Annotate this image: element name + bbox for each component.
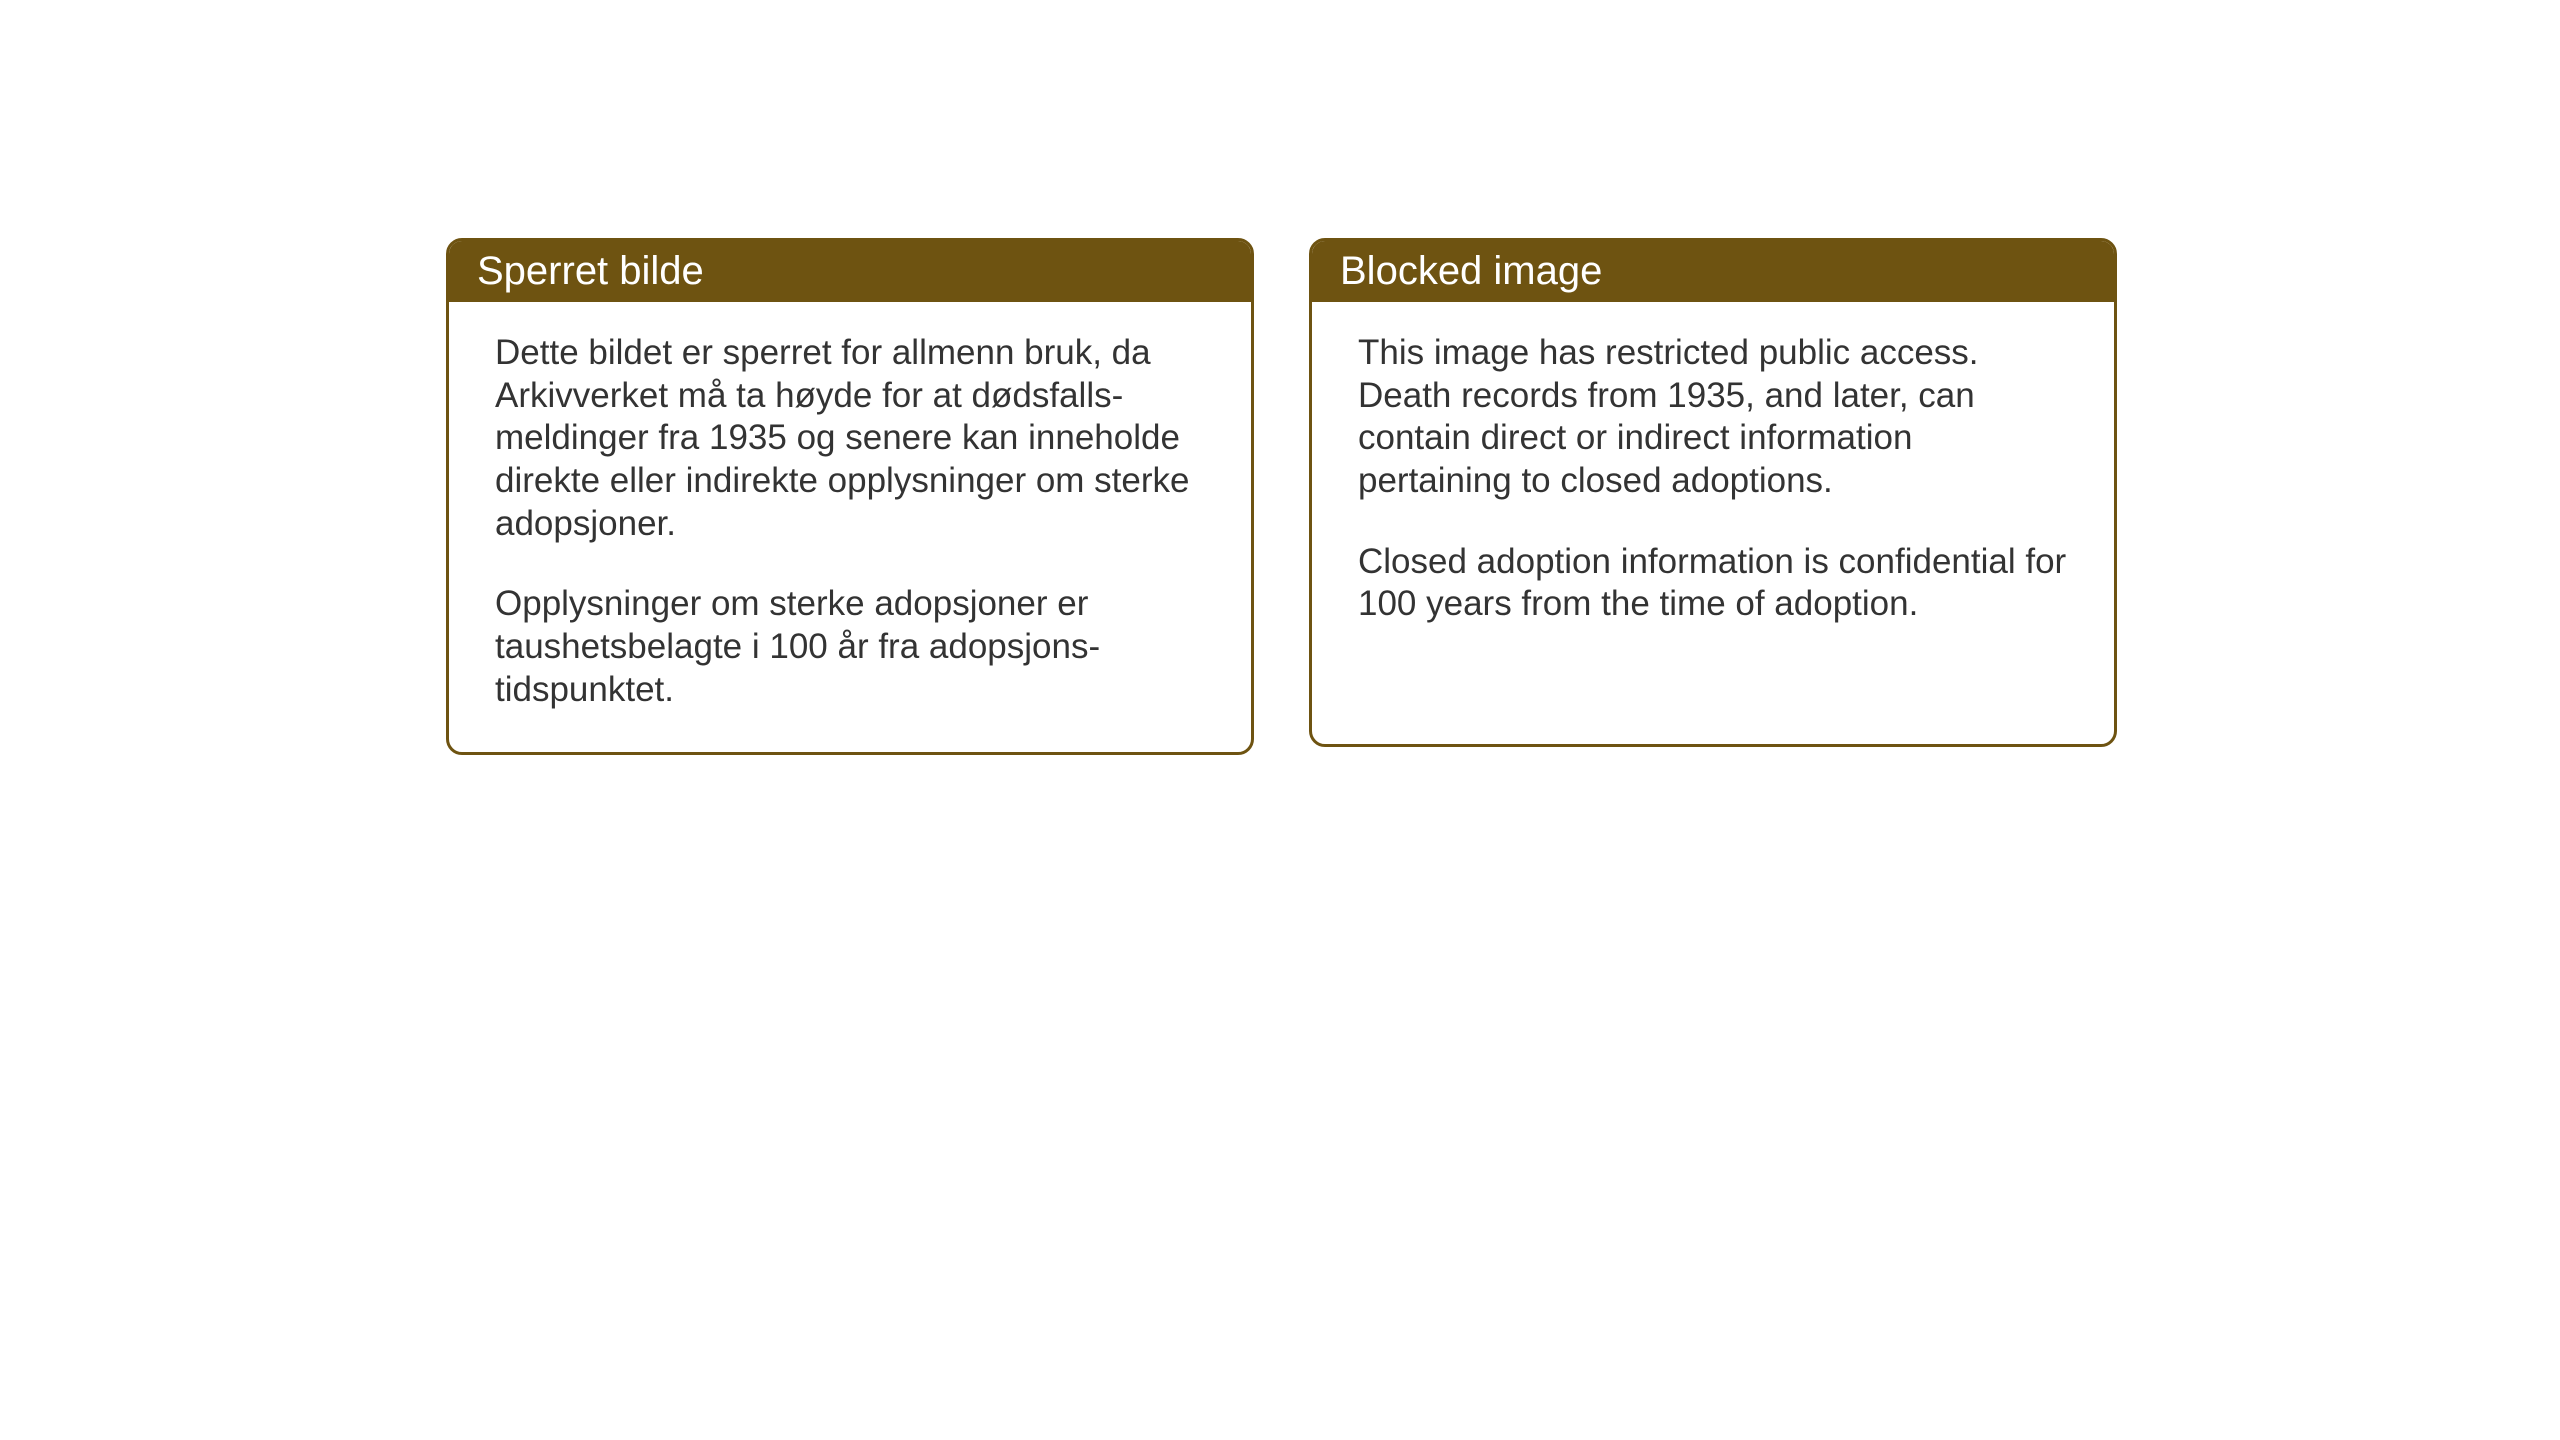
english-notice-card: Blocked image This image has restricted … [1309,238,2117,747]
english-paragraph-1: This image has restricted public access.… [1358,332,2068,503]
english-paragraph-2: Closed adoption information is confident… [1358,541,2068,626]
norwegian-card-body: Dette bildet er sperret for allmenn bruk… [449,302,1251,752]
norwegian-card-title: Sperret bilde [449,241,1251,302]
norwegian-paragraph-2: Opplysninger om sterke adopsjoner er tau… [495,583,1205,711]
english-card-title: Blocked image [1312,241,2114,302]
notice-container: Sperret bilde Dette bildet er sperret fo… [446,238,2117,755]
norwegian-notice-card: Sperret bilde Dette bildet er sperret fo… [446,238,1254,755]
norwegian-paragraph-1: Dette bildet er sperret for allmenn bruk… [495,332,1205,545]
english-card-body: This image has restricted public access.… [1312,302,2114,666]
